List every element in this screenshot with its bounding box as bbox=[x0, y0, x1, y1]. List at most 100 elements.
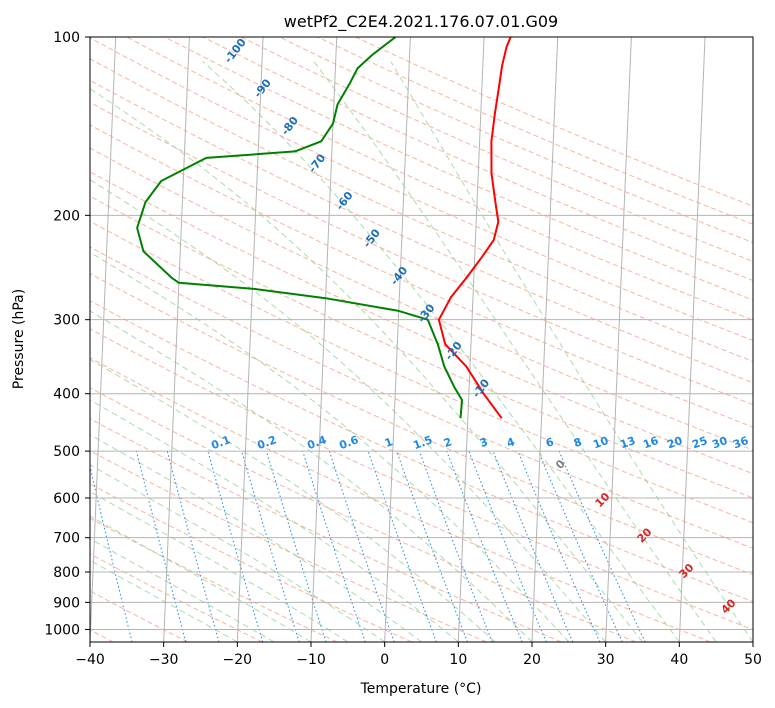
mixing-ratio-label: 1 bbox=[383, 435, 395, 450]
gridlines bbox=[90, 37, 753, 642]
dry-adiabat-line bbox=[90, 483, 413, 642]
profiles bbox=[136, 37, 512, 419]
x-tick-label: 20 bbox=[523, 652, 541, 668]
isotherm-line bbox=[90, 37, 117, 642]
mixing-ratio-label: 0.6 bbox=[337, 433, 360, 452]
y-tick-label: 900 bbox=[53, 595, 80, 611]
isotherm-line bbox=[531, 37, 559, 642]
isotherm-line bbox=[752, 630, 753, 642]
dry-adiabat-label: -70 bbox=[306, 151, 329, 175]
dry-adiabat-line bbox=[90, 553, 263, 642]
temperature-line bbox=[437, 37, 512, 419]
mixing-ratio-line bbox=[136, 450, 187, 642]
mixing-ratio-label: 6 bbox=[544, 435, 556, 450]
mixing-ratio-label: 4 bbox=[505, 435, 517, 450]
dewpoint-line bbox=[136, 37, 463, 419]
dry-adiabat-line bbox=[90, 272, 753, 576]
dry-adiabat-line bbox=[90, 418, 562, 642]
moist-adiabat-line bbox=[202, 61, 680, 642]
dry-adiabat-line bbox=[90, 387, 637, 642]
mixing-ratio-line bbox=[241, 450, 300, 642]
plot-frame bbox=[89, 36, 754, 643]
dry-adiabat-line bbox=[90, 37, 753, 342]
isotherm-line bbox=[605, 37, 632, 642]
wet-adiabat-label: 30 bbox=[677, 561, 697, 581]
y-tick-label: 500 bbox=[53, 444, 80, 460]
dry-adiabat-line bbox=[90, 124, 753, 428]
isotherm-line bbox=[457, 37, 485, 642]
mixing-ratio-label: 0.4 bbox=[305, 433, 328, 452]
dry-adiabat-line bbox=[90, 220, 753, 524]
wet-adiabat-label: 0 bbox=[553, 457, 568, 472]
y-axis: 100 200 300 400 500 600 700 800 900 1000 bbox=[44, 30, 90, 638]
dry-adiabat-line bbox=[355, 37, 753, 207]
mixing-ratio-line bbox=[90, 464, 133, 642]
x-axis-label: Temperature (°C) bbox=[360, 681, 482, 697]
dry-adiabat-label: -90 bbox=[251, 76, 274, 100]
dry-adiabat-label: -20 bbox=[442, 339, 465, 363]
y-tick-label: 700 bbox=[53, 531, 80, 547]
x-tick-label: 0 bbox=[380, 652, 389, 668]
moist-adiabat-line bbox=[90, 399, 459, 642]
mixing-ratio-line bbox=[537, 450, 623, 642]
wet-adiabat-label: 20 bbox=[635, 525, 655, 545]
mixing-ratio-line bbox=[266, 450, 327, 642]
y-tick-label: 800 bbox=[53, 565, 80, 581]
mixing-ratio-line bbox=[166, 450, 220, 642]
dry-adiabat-line bbox=[126, 37, 753, 321]
mixing-ratio-label: 16 bbox=[641, 434, 660, 452]
dry-adiabat-line bbox=[90, 450, 487, 642]
dry-adiabat-line bbox=[90, 171, 753, 475]
dry-adiabat-label: -30 bbox=[415, 301, 438, 325]
moist-adiabat-line bbox=[90, 88, 643, 642]
x-tick-label: 10 bbox=[449, 652, 467, 668]
x-tick-label: −30 bbox=[149, 652, 179, 668]
y-tick-label: 600 bbox=[53, 491, 80, 507]
isotherm-line bbox=[236, 37, 264, 642]
mixing-ratio-label: 13 bbox=[618, 434, 637, 451]
y-tick-label: 300 bbox=[53, 313, 80, 329]
mixing-ratio-label: 8 bbox=[572, 435, 584, 450]
x-tick-label: −10 bbox=[296, 652, 326, 668]
mixing-ratio-label: 3 bbox=[478, 435, 490, 450]
mixing-ratio-label: 30 bbox=[710, 434, 729, 452]
y-axis-label: Pressure (hPa) bbox=[11, 289, 27, 389]
dry-adiabat-line bbox=[90, 79, 753, 384]
dry-adiabat-line bbox=[90, 300, 753, 603]
moist-adiabat-line bbox=[90, 464, 385, 642]
x-tick-label: 30 bbox=[597, 652, 615, 668]
moist-adiabat-line bbox=[90, 559, 238, 642]
mixing-ratio-line bbox=[517, 450, 601, 642]
dry-adiabat-label: -10 bbox=[470, 376, 493, 400]
isotherm-line bbox=[678, 37, 706, 642]
mixing-ratio-label: 2 bbox=[442, 435, 454, 450]
y-tick-label: 400 bbox=[53, 387, 80, 403]
dry-adiabat-line bbox=[90, 328, 753, 631]
moist-adiabat-line bbox=[313, 61, 717, 642]
moist-adiabat-line bbox=[90, 538, 275, 642]
x-tick-label: −20 bbox=[223, 652, 253, 668]
x-tick-label: 40 bbox=[670, 652, 688, 668]
isotherm-line bbox=[384, 37, 411, 642]
dry-adiabat-line bbox=[90, 58, 753, 362]
mixing-ratio-label: 20 bbox=[665, 434, 684, 452]
mixing-ratio-line bbox=[367, 450, 437, 642]
dry-adiabat-label: -40 bbox=[388, 264, 411, 288]
mixing-ratio-line bbox=[558, 450, 646, 642]
y-tick-label: 1000 bbox=[44, 622, 80, 638]
mixing-ratio-label: 10 bbox=[591, 434, 610, 452]
moist-adiabat-line bbox=[90, 251, 570, 642]
chart-title: wetPf2_C2E4.2021.176.07.01.G09 bbox=[284, 12, 558, 32]
dry-adiabat-line bbox=[240, 37, 753, 262]
dry-adiabat-line bbox=[90, 517, 338, 642]
dry-adiabat-label: -100 bbox=[222, 36, 249, 66]
wet-adiabat-label: 10 bbox=[593, 490, 613, 510]
mixing-ratio-line bbox=[207, 450, 264, 642]
x-tick-label: 50 bbox=[744, 652, 762, 668]
dry-adiabat-label: -60 bbox=[333, 189, 356, 213]
dry-adiabat-label: -80 bbox=[279, 114, 302, 138]
isotherm-line bbox=[163, 37, 190, 642]
mixing-ratio-line bbox=[328, 450, 395, 642]
moist-adiabat-line bbox=[90, 358, 496, 642]
